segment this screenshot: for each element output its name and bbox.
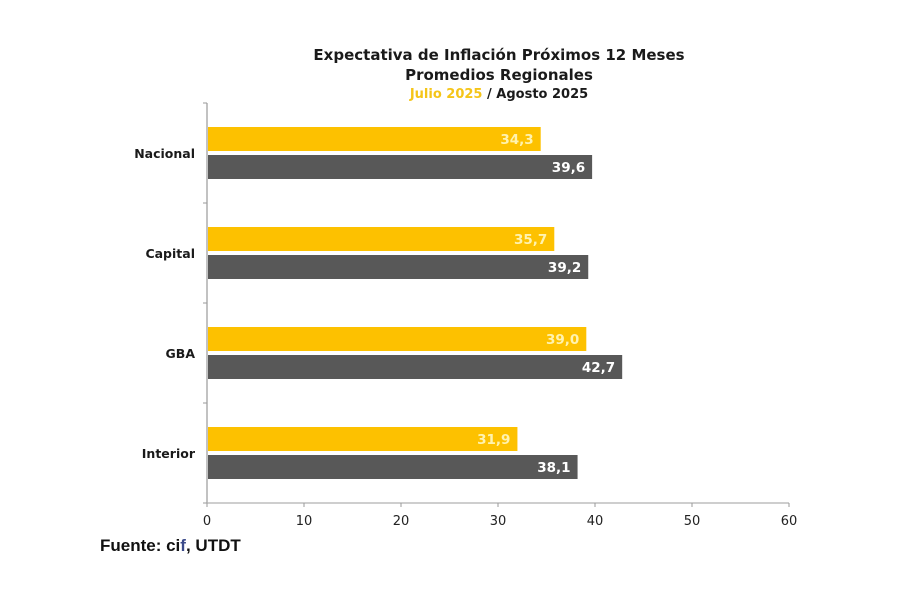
x-tick-label: 0 (203, 514, 211, 529)
x-tick-label: 40 (587, 514, 604, 529)
bar-julio (208, 327, 587, 351)
x-tick-label: 20 (393, 514, 410, 529)
bar-value-label: 39,6 (552, 160, 585, 176)
chart-legend-line: Julio 2025 / Agosto 2025 (0, 87, 897, 102)
bar-value-label: 42,7 (582, 360, 615, 376)
bar-julio (208, 127, 541, 151)
source-note: Fuente: cif, UTDT (100, 536, 241, 556)
category-label: Interior (142, 446, 196, 461)
category-label: Capital (145, 246, 195, 261)
x-tick-label: 10 (296, 514, 313, 529)
chart-subtitle: Promedios Regionales (405, 66, 593, 84)
bar-agosto (208, 255, 589, 279)
category-label: GBA (166, 346, 196, 361)
source-prefix: Fuente: ci (100, 536, 181, 555)
bar-julio (208, 227, 555, 251)
source-accent: f (180, 536, 186, 555)
x-tick-label: 30 (490, 514, 507, 529)
chart-title: Expectativa de Inflación Próximos 12 Mes… (313, 46, 685, 64)
x-tick-label: 50 (684, 514, 701, 529)
bar-value-label: 38,1 (537, 460, 570, 476)
bar-value-label: 39,0 (546, 332, 579, 348)
x-tick-label: 60 (781, 514, 798, 529)
bar-agosto (208, 455, 578, 479)
bar-agosto (208, 355, 623, 379)
bar-value-label: 35,7 (514, 232, 547, 248)
bar-agosto (208, 155, 593, 179)
bar-value-label: 34,3 (500, 132, 533, 148)
bar-julio (208, 427, 518, 451)
legend-separator: / (482, 87, 497, 102)
bar-value-label: 39,2 (548, 260, 581, 276)
source-suffix: , UTDT (185, 536, 241, 555)
legend-julio: Julio 2025 (409, 87, 483, 102)
bar-value-label: 31,9 (477, 432, 510, 448)
category-label: Nacional (134, 146, 195, 161)
legend-agosto: Agosto 2025 (496, 87, 589, 102)
